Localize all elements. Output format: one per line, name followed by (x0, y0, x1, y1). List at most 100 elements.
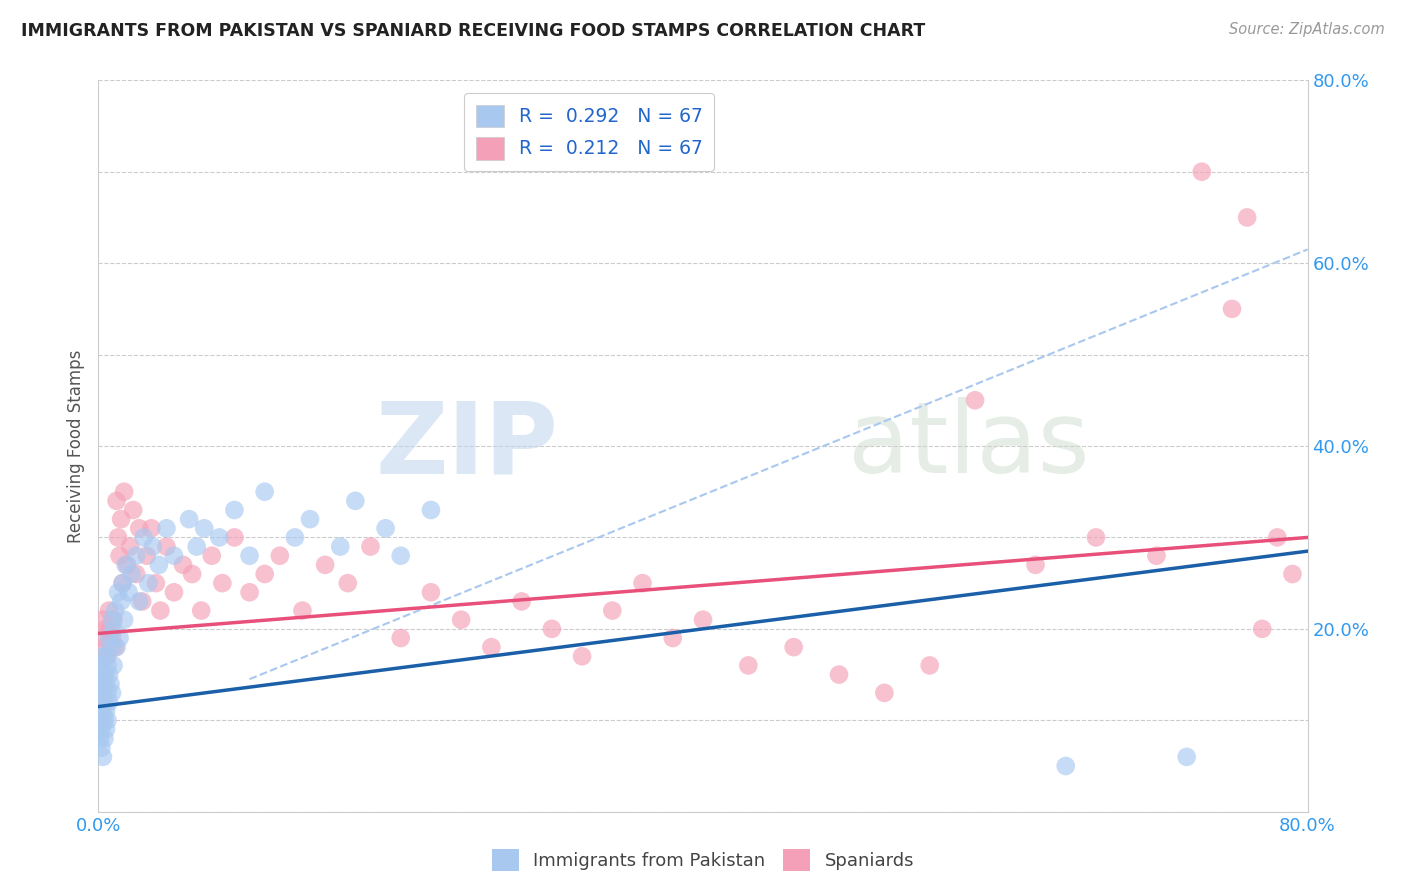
Point (510, 594, 533, 608)
Point (163, 549, 186, 563)
Point (918, 658, 941, 673)
Point (125, 567, 148, 582)
Point (211, 576, 233, 591)
Point (291, 603, 314, 617)
Point (631, 576, 654, 591)
Point (186, 540, 208, 554)
Point (269, 549, 291, 563)
Point (91, 686, 114, 700)
Point (101, 613, 124, 627)
Point (299, 512, 322, 526)
Text: ZIP: ZIP (375, 398, 558, 494)
Point (94, 723, 117, 737)
Point (336, 576, 359, 591)
Point (224, 530, 246, 544)
Point (100, 640, 122, 655)
Point (125, 549, 148, 563)
Point (111, 576, 134, 591)
Point (828, 667, 851, 681)
Point (96, 686, 118, 700)
Point (329, 540, 352, 554)
Point (149, 603, 172, 617)
Point (111, 576, 134, 591)
Point (661, 631, 683, 645)
Point (90, 631, 112, 645)
Point (101, 631, 124, 645)
Y-axis label: Receiving Food Stamps: Receiving Food Stamps (66, 350, 84, 542)
Point (131, 594, 153, 608)
Point (108, 631, 131, 645)
Point (100, 676, 122, 690)
Point (253, 484, 276, 499)
Point (93, 714, 115, 728)
Point (450, 613, 472, 627)
Point (1281, 567, 1303, 582)
Legend: R =  0.292   N = 67, R =  0.212   N = 67: R = 0.292 N = 67, R = 0.212 N = 67 (464, 94, 714, 171)
Point (141, 521, 163, 535)
Point (389, 549, 412, 563)
Point (96, 649, 118, 664)
Point (172, 558, 194, 572)
Point (91, 676, 114, 690)
Point (115, 558, 138, 572)
Point (208, 530, 231, 544)
Point (1220, 301, 1243, 316)
Point (103, 613, 125, 627)
Point (94, 676, 117, 690)
Point (571, 649, 593, 664)
Point (91, 749, 114, 764)
Point (93, 640, 115, 655)
Point (360, 540, 382, 554)
Point (314, 558, 336, 572)
Point (179, 512, 201, 526)
Point (91, 613, 114, 627)
Text: atlas: atlas (848, 398, 1090, 494)
Point (93, 731, 115, 746)
Point (93, 695, 115, 709)
Point (110, 512, 132, 526)
Point (96, 658, 118, 673)
Point (90, 723, 112, 737)
Legend: Immigrants from Pakistan, Spaniards: Immigrants from Pakistan, Spaniards (485, 842, 921, 879)
Point (114, 558, 136, 572)
Point (93, 667, 115, 681)
Point (239, 585, 262, 599)
Point (101, 686, 124, 700)
Point (120, 540, 142, 554)
Text: Source: ZipAtlas.com: Source: ZipAtlas.com (1229, 22, 1385, 37)
Point (783, 640, 806, 655)
Point (100, 622, 122, 636)
Point (965, 393, 987, 408)
Point (90, 686, 112, 700)
Point (104, 603, 127, 617)
Point (692, 613, 714, 627)
Point (420, 503, 443, 517)
Point (253, 567, 276, 582)
Point (602, 603, 624, 617)
Point (98, 603, 121, 617)
Point (148, 558, 170, 572)
Point (193, 521, 215, 535)
Point (135, 549, 157, 563)
Point (105, 640, 128, 655)
Point (284, 530, 307, 544)
Point (91, 704, 114, 718)
Point (737, 658, 759, 673)
Point (132, 530, 155, 544)
Point (110, 594, 132, 608)
Point (224, 503, 246, 517)
Point (112, 484, 135, 499)
Point (96, 714, 118, 728)
Point (128, 594, 150, 608)
Point (389, 631, 412, 645)
Point (89, 731, 111, 746)
Point (873, 686, 896, 700)
Point (1144, 549, 1167, 563)
Point (107, 530, 129, 544)
Point (239, 549, 262, 563)
Point (90, 658, 112, 673)
Point (98, 667, 121, 681)
Point (112, 613, 135, 627)
Point (1085, 530, 1108, 544)
Point (118, 585, 141, 599)
